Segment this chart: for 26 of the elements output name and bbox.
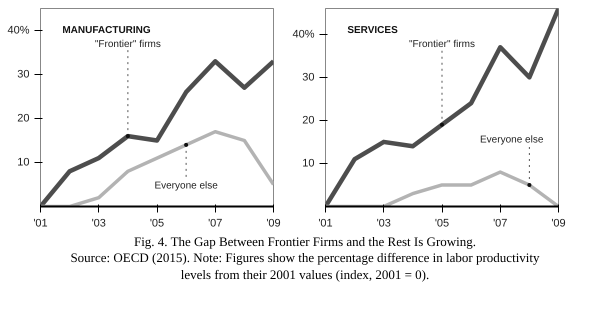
x-tick-label: '03 bbox=[376, 218, 391, 230]
y-tick-label: 10 bbox=[302, 157, 315, 170]
x-tick-label: '07 bbox=[493, 218, 508, 230]
y-tick-label: 40% bbox=[7, 24, 30, 36]
x-tick-label: '03 bbox=[92, 218, 106, 230]
y-tick-label: 30 bbox=[302, 71, 315, 84]
annotation: Everyone else bbox=[154, 180, 218, 192]
text: MANUFACTURING bbox=[62, 24, 151, 36]
x-tick-label: '07 bbox=[208, 218, 222, 230]
y-tick-label: 40% bbox=[292, 28, 315, 40]
x-tick-label: '09 bbox=[266, 218, 281, 230]
x-tick-label: '05 bbox=[434, 218, 450, 230]
annotation: Everyone else bbox=[480, 134, 544, 146]
annotation: "Frontier" firms bbox=[94, 39, 161, 50]
x-tick-label: '05 bbox=[150, 218, 164, 230]
y-tick-label: 20 bbox=[17, 112, 30, 124]
y-tick-label: 30 bbox=[17, 68, 30, 80]
x-tick-label: '01 bbox=[33, 218, 48, 230]
x-tick-label: '09 bbox=[551, 218, 566, 230]
text: SERVICES bbox=[347, 24, 398, 36]
text: Fig. 4. The Gap Between Frontier Firms and the Rest Is Growing. bbox=[132, 234, 478, 250]
y-tick-label: 20 bbox=[302, 114, 315, 126]
annotation: "Frontier" firms bbox=[409, 39, 476, 50]
y-tick-label: 10 bbox=[17, 156, 30, 168]
source-note: Source: OECD (2015). Note: Figures show the percentage difference in labor productivity levels from their 2001 values (index, 2001 = 0). bbox=[70, 250, 540, 283]
x-tick-label: '01 bbox=[318, 218, 333, 230]
